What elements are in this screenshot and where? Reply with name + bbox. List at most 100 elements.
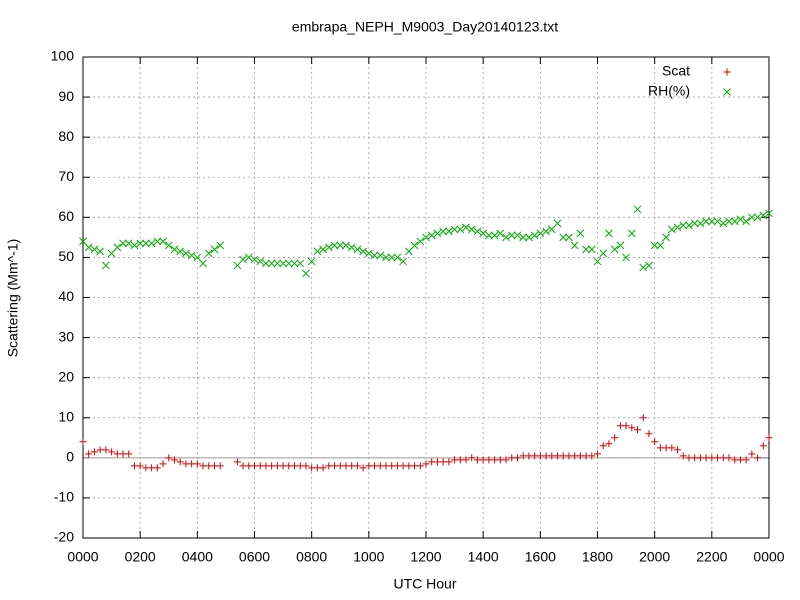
point [610,245,619,254]
point [136,462,144,470]
point [433,229,442,238]
point [725,217,733,226]
point [193,253,202,262]
y-tick-label: 100 [51,48,75,64]
point [176,458,184,466]
point [754,454,762,462]
point [599,442,607,450]
point [244,253,253,262]
point [284,259,293,268]
x-tick-label: 1000 [353,549,384,565]
point [616,241,625,250]
point [542,227,550,236]
point [456,225,465,234]
y-tick-label: 40 [58,288,74,304]
point [399,257,407,266]
point [353,462,361,470]
point [210,245,219,254]
point [90,448,98,456]
x-tick-label: 0400 [182,549,213,565]
point [124,239,133,248]
point [765,434,773,442]
point [530,231,539,240]
point [490,231,499,240]
point [170,456,178,464]
legend-marker [723,88,731,96]
point [565,233,573,242]
point [753,213,762,222]
point [382,253,390,262]
x-axis-label: UTC Hour [393,576,456,592]
point [107,249,116,258]
x-tick-label: 2000 [639,549,670,565]
point [290,259,299,268]
point [142,239,150,248]
point [759,442,767,450]
point [216,462,224,470]
point [479,229,488,238]
point [553,219,562,228]
point [187,251,196,260]
point [353,245,362,254]
point [674,446,682,454]
point [685,221,693,230]
point [330,241,339,250]
point [593,257,602,266]
y-tick-label: 50 [58,248,74,264]
point [519,233,528,242]
point [319,245,327,254]
legend-marker [723,68,731,76]
point [427,231,436,240]
x-tick-label: 1800 [582,549,613,565]
point [628,424,636,432]
point [159,460,167,468]
point [502,233,510,242]
point [279,259,287,268]
point [725,454,733,462]
point [147,239,156,248]
point [667,225,676,234]
x-tick-label: 1400 [468,549,499,565]
point [204,249,213,258]
point [582,245,590,254]
point [119,239,127,248]
point [153,237,162,246]
point [387,253,396,262]
point [736,215,745,224]
point [359,464,367,472]
point [462,223,470,232]
point [307,257,316,266]
x-tick-label: 0000 [67,549,98,565]
point [547,225,556,234]
point [599,249,608,258]
point [182,249,190,258]
point [467,225,476,234]
y-tick-label: 90 [58,88,74,104]
point [233,261,242,270]
point [113,243,122,252]
point [130,241,139,250]
point [502,456,510,464]
point [85,450,93,458]
point [656,241,665,250]
y-tick-label: 10 [58,408,74,424]
point [513,231,522,240]
point [393,253,402,262]
point [679,221,688,230]
point [239,255,247,264]
point [690,219,699,228]
point [719,219,728,228]
point [639,263,648,272]
point [199,259,207,268]
point [559,233,568,242]
point [525,233,533,242]
point [313,247,322,256]
point [507,231,516,240]
point [651,438,659,446]
point [422,233,430,242]
point [273,259,282,268]
y-tick-label: 20 [58,368,74,384]
point [79,237,87,246]
